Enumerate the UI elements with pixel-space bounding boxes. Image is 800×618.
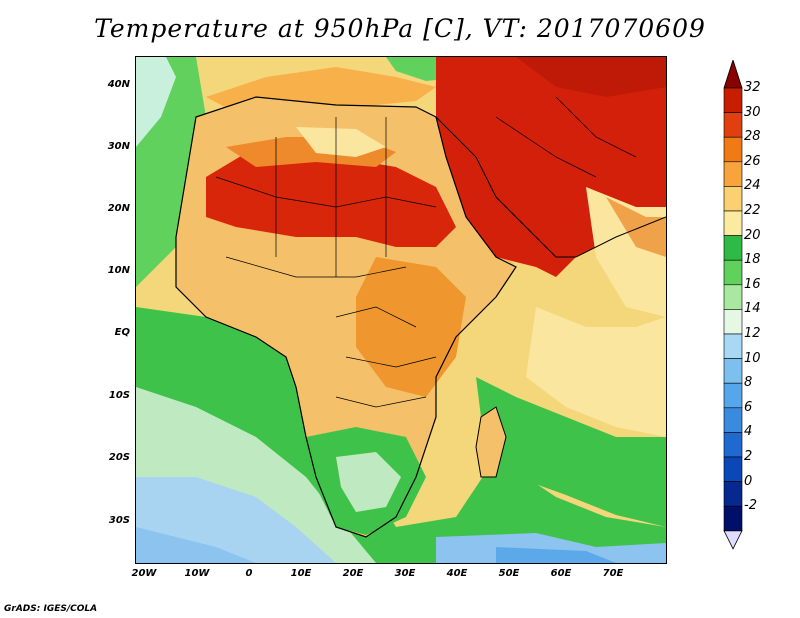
indian-ocean-pale xyxy=(526,307,666,437)
colorbar-tick-label: 22 xyxy=(744,203,761,218)
lon-label-30e: 30E xyxy=(394,568,416,579)
southern-africa-light xyxy=(336,452,401,512)
indian-ocean-green xyxy=(476,377,666,527)
south-indian-ocean-blue xyxy=(436,533,666,563)
colorbar-tick-label: 24 xyxy=(744,178,761,194)
colorbar-tick-label: 28 xyxy=(744,129,761,145)
colorbar-tick-label: 32 xyxy=(744,80,761,95)
east-africa-orange xyxy=(356,257,466,397)
lat-label-30s: 30S xyxy=(108,515,130,526)
lat-label-20s: 20S xyxy=(108,452,130,463)
colorbar-segment xyxy=(723,210,743,236)
colorbar-segment xyxy=(723,284,743,310)
madagascar xyxy=(476,407,506,477)
colorbar-segment xyxy=(723,309,743,335)
lon-label-60e: 60E xyxy=(550,568,572,579)
ocean-blue-band xyxy=(136,527,256,563)
colorbar-tick-label: 8 xyxy=(744,375,753,391)
colorbar-segment xyxy=(723,259,743,286)
chart-title: Temperature at 950hPa [C], VT: 201707060… xyxy=(94,14,706,43)
lon-label-70e: 70E xyxy=(602,568,624,579)
colorbar-segment xyxy=(723,456,743,482)
colorbar-tick-label: 0 xyxy=(744,473,753,489)
colorbar-tick-label: 14 xyxy=(744,301,761,317)
lon-label-0: 0 xyxy=(245,568,253,579)
colorbar-tick-label: 30 xyxy=(744,104,761,120)
colorbar-segment xyxy=(723,432,743,458)
lat-label-30n: 30N xyxy=(107,141,130,152)
map-canvas xyxy=(136,57,666,563)
colorbar-segment xyxy=(723,136,743,163)
colorbar-segment xyxy=(723,112,743,138)
colorbar-top-arrow xyxy=(723,60,743,89)
colorbar-segment xyxy=(723,481,743,507)
lon-label-10e: 10E xyxy=(290,568,312,579)
arabia-coastline xyxy=(435,116,666,258)
lat-label-eq: EQ xyxy=(114,327,130,338)
colorbar xyxy=(723,60,743,550)
colorbar-tick-label: 2 xyxy=(744,449,753,464)
lon-label-20e: 20E xyxy=(342,568,364,579)
colorbar-segment xyxy=(723,161,743,187)
libya-pale xyxy=(296,127,386,157)
lat-label-10s: 10S xyxy=(108,390,130,401)
colorbar-tick-label: 26 xyxy=(744,153,761,169)
colorbar-segment xyxy=(723,505,743,532)
lon-label-40e: 40E xyxy=(446,568,468,579)
lat-label-20n: 20N xyxy=(107,203,130,214)
lon-label-20w: 20W xyxy=(131,568,157,579)
colorbar-segment xyxy=(723,407,743,433)
south-ocean-deeper-blue xyxy=(496,547,616,563)
lon-label-10w: 10W xyxy=(184,568,210,579)
colorbar-tick-label: 20 xyxy=(744,227,761,243)
iran-hot xyxy=(516,57,666,97)
north-atlantic-light xyxy=(136,57,176,147)
colorbar-tick-label: 4 xyxy=(744,424,753,440)
grads-credit: GrADS: IGES/COLA xyxy=(4,604,98,614)
temperature-map xyxy=(135,56,667,564)
colorbar-segment xyxy=(723,186,743,212)
lat-label-40n: 40N xyxy=(107,79,130,90)
colorbar-tick-label: 16 xyxy=(744,276,761,292)
colorbar-tick-label: 12 xyxy=(744,326,761,341)
colorbar-bottom-arrow xyxy=(723,530,743,550)
india-orange xyxy=(606,197,666,257)
africa-coastline xyxy=(175,96,517,538)
colorbar-segment xyxy=(723,235,743,261)
colorbar-tick-label: 18 xyxy=(744,252,761,268)
colorbar-tick-label: 10 xyxy=(744,350,761,366)
colorbar-segment xyxy=(723,87,743,113)
lon-label-50e: 50E xyxy=(498,568,520,579)
colorbar-segment xyxy=(723,333,743,359)
country-borders xyxy=(215,96,637,408)
madagascar-coastline xyxy=(475,406,507,478)
colorbar-segment xyxy=(723,382,743,409)
colorbar-tick-label: -2 xyxy=(744,498,757,514)
lat-label-10n: 10N xyxy=(107,265,130,276)
colorbar-segment xyxy=(723,358,743,384)
sahara-hot-core xyxy=(206,147,456,247)
colorbar-tick-label: 6 xyxy=(744,399,753,415)
